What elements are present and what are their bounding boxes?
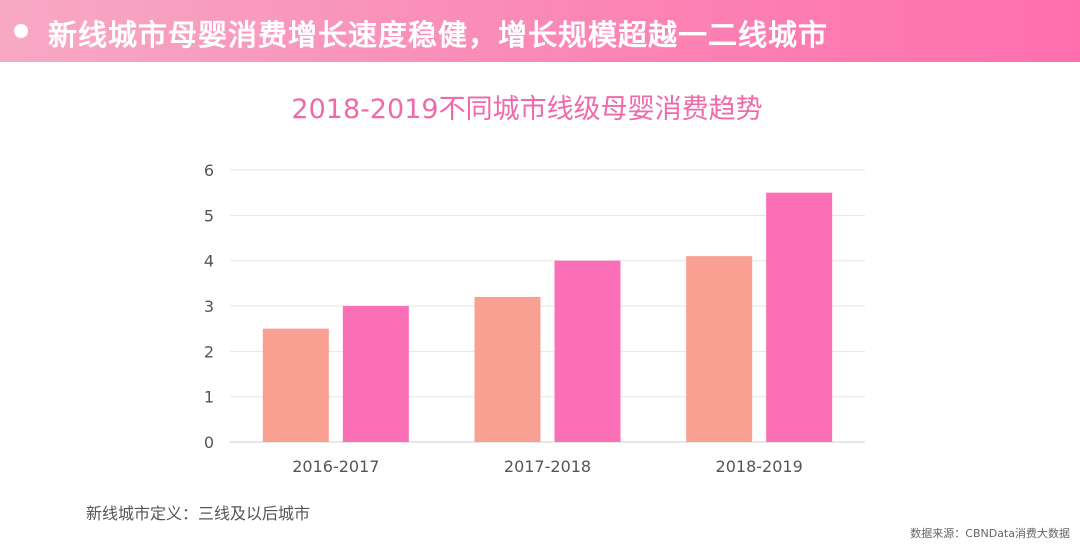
data-source: 数据来源：CBNData消费大数据 bbox=[910, 527, 1070, 540]
bar-newtier-2016-2017 bbox=[342, 306, 409, 442]
definition-note: 新线城市定义：三线及以后城市 bbox=[86, 504, 311, 523]
y-tick-label: 4 bbox=[204, 252, 214, 271]
y-tick-label: 0 bbox=[204, 433, 214, 452]
y-tick-label: 3 bbox=[204, 297, 214, 316]
bar-series bbox=[262, 192, 833, 442]
page-title: 新线城市母婴消费增长速度稳健，增长规模超越一二线城市 bbox=[48, 18, 829, 52]
y-axis: 0 1 2 3 4 5 6 bbox=[204, 161, 214, 452]
y-tick-label: 2 bbox=[204, 342, 214, 361]
y-tick-label: 5 bbox=[204, 206, 214, 225]
y-tick-label: 6 bbox=[204, 161, 214, 180]
x-tick-label: 2017-2018 bbox=[504, 457, 591, 476]
x-tick-label: 2018-2019 bbox=[716, 457, 803, 476]
grid-lines bbox=[230, 169, 865, 443]
bar-newtier-2017-2018 bbox=[554, 260, 621, 442]
x-axis: 2016-2017 2017-2018 2018-2019 bbox=[292, 457, 803, 476]
bullet-icon bbox=[14, 24, 28, 38]
x-tick-label: 2016-2017 bbox=[292, 457, 379, 476]
bar-tier12-2017-2018 bbox=[474, 296, 541, 442]
bar-newtier-2018-2019 bbox=[766, 192, 833, 442]
bar-tier12-2016-2017 bbox=[262, 328, 329, 442]
y-tick-label: 1 bbox=[204, 388, 214, 407]
bar-tier12-2018-2019 bbox=[686, 256, 753, 442]
chart-title: 2018-2019不同城市线级母婴消费趋势 bbox=[291, 94, 762, 125]
header-banner: 新线城市母婴消费增长速度稳健，增长规模超越一二线城市 bbox=[0, 0, 1080, 62]
